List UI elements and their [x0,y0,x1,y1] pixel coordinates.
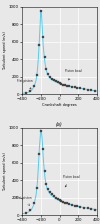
Point [55,196,57,200]
Point [47,187,49,191]
Point [61,82,62,86]
Point [57,197,58,201]
Point [91,88,92,92]
Point [59,82,60,85]
Point [47,73,49,76]
Point [61,200,62,203]
Point [79,205,81,209]
Point [36,73,38,77]
Point [66,202,68,205]
Point [91,207,92,211]
Point [40,9,42,13]
Point [51,193,53,196]
Point [42,36,43,39]
Point [79,86,81,90]
Point [38,152,40,155]
Point [30,89,31,93]
Point [55,80,57,83]
Point [76,86,78,90]
Point [83,87,85,91]
Point [46,182,47,185]
Point [94,208,96,211]
Text: Piston bowl: Piston bowl [63,175,80,187]
Point [64,84,66,87]
Point [83,206,85,209]
Point [33,84,35,88]
Point [62,83,64,87]
Point [87,207,88,210]
Point [33,201,35,205]
Text: Flat piston: Flat piston [17,79,33,89]
Point [53,194,55,198]
Point [44,170,45,173]
Point [62,200,64,204]
Text: Piston bowl: Piston bowl [65,69,82,80]
Point [71,85,72,88]
Y-axis label: Turbulent speed (m/s): Turbulent speed (m/s) [3,31,7,70]
Point [57,81,58,84]
Point [87,88,88,91]
Point [68,202,70,206]
Point [30,209,31,212]
Point [76,205,78,208]
Point [64,201,66,205]
Point [68,84,70,88]
Text: (a): (a) [56,122,63,127]
Point [59,198,60,202]
Point [49,75,51,79]
Point [53,78,55,82]
Point [40,129,42,132]
Point [74,204,75,207]
Point [94,89,96,93]
Point [38,43,40,47]
Point [66,84,68,88]
Point [71,203,72,207]
Point [46,67,47,71]
Point [25,212,27,215]
Point [74,85,75,89]
X-axis label: Crankshaft degrees: Crankshaft degrees [42,103,77,107]
Point [51,77,53,81]
Point [44,55,45,58]
Point [36,186,38,190]
Point [25,91,27,95]
Text: Flat piston: Flat piston [16,196,32,206]
Point [42,148,43,151]
Point [49,191,51,194]
Y-axis label: Turbulent speed (m/s): Turbulent speed (m/s) [3,152,7,191]
